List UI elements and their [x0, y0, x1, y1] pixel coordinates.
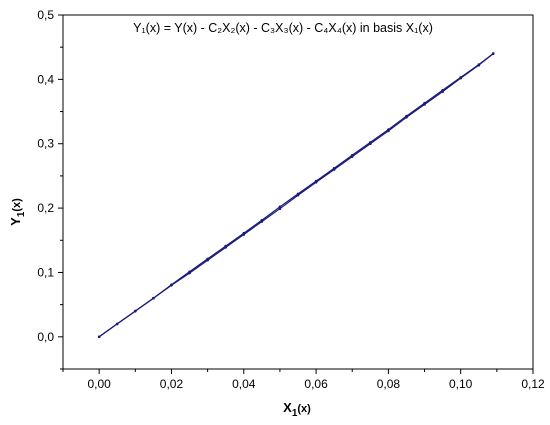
data-point [278, 205, 282, 209]
data-point [152, 296, 155, 300]
data-point [423, 103, 426, 106]
x-axis-title-main: X [283, 400, 292, 415]
y-tick-label: 0,3 [37, 137, 54, 151]
data-point [296, 193, 300, 197]
plot-frame [62, 14, 534, 370]
x-tick-label: 0,04 [232, 377, 256, 391]
x-tick-label: 0,12 [521, 377, 545, 391]
y-axis-title: Y1(x) [8, 198, 27, 226]
y-tick-label: 0,1 [37, 265, 54, 279]
x-axis-title-tail: (x) [297, 403, 311, 415]
plot-area-border [62, 14, 534, 370]
data-point [115, 322, 119, 326]
x-axis-title-sub: 1 [292, 408, 298, 419]
data-point [188, 271, 191, 275]
data-point [441, 90, 444, 93]
tick-layer: 0,00 0,02 0,04 0,06 0,08 0,10 0,12 0,0 0,1 0,2 0,3… [37, 8, 545, 391]
x-tick-label: 0,08 [377, 377, 401, 391]
y-tick-label: 0,4 [37, 72, 54, 86]
data-point [224, 246, 227, 249]
y-tick-label: 0,2 [37, 201, 54, 215]
x-axis-title: X1(x) [283, 400, 311, 419]
data-point [97, 335, 101, 339]
data-point [387, 129, 390, 133]
series-layer [97, 52, 495, 339]
x-tick-label: 0,02 [160, 377, 184, 391]
y-tick-label: 0,0 [37, 330, 54, 344]
data-point [477, 63, 481, 67]
x-tick-label: 0,06 [304, 377, 328, 391]
data-point [459, 76, 463, 80]
y-axis-title-sub: 1 [16, 211, 27, 217]
data-point [260, 220, 264, 223]
y-axis-title-tail: (x) [11, 198, 23, 212]
y-axis-title-main: Y [8, 217, 23, 226]
x-tick-label: 0,00 [87, 377, 111, 391]
data-point [369, 142, 372, 145]
data-point [332, 168, 336, 171]
data-point [134, 309, 137, 313]
data-point [206, 258, 209, 262]
data-point [350, 155, 354, 158]
chart-title: Y₁(x) = Y(x) - C₂X₂(x) - C₃X₃(x) - C₄X₄(… [133, 21, 433, 35]
data-point [405, 116, 408, 119]
data-point [242, 233, 246, 236]
data-point [491, 52, 495, 55]
y-tick-label: 0,5 [37, 8, 54, 22]
data-point [314, 181, 318, 184]
data-point [170, 284, 173, 287]
data-point [278, 207, 282, 210]
x-tick-label: 0,10 [449, 377, 473, 391]
